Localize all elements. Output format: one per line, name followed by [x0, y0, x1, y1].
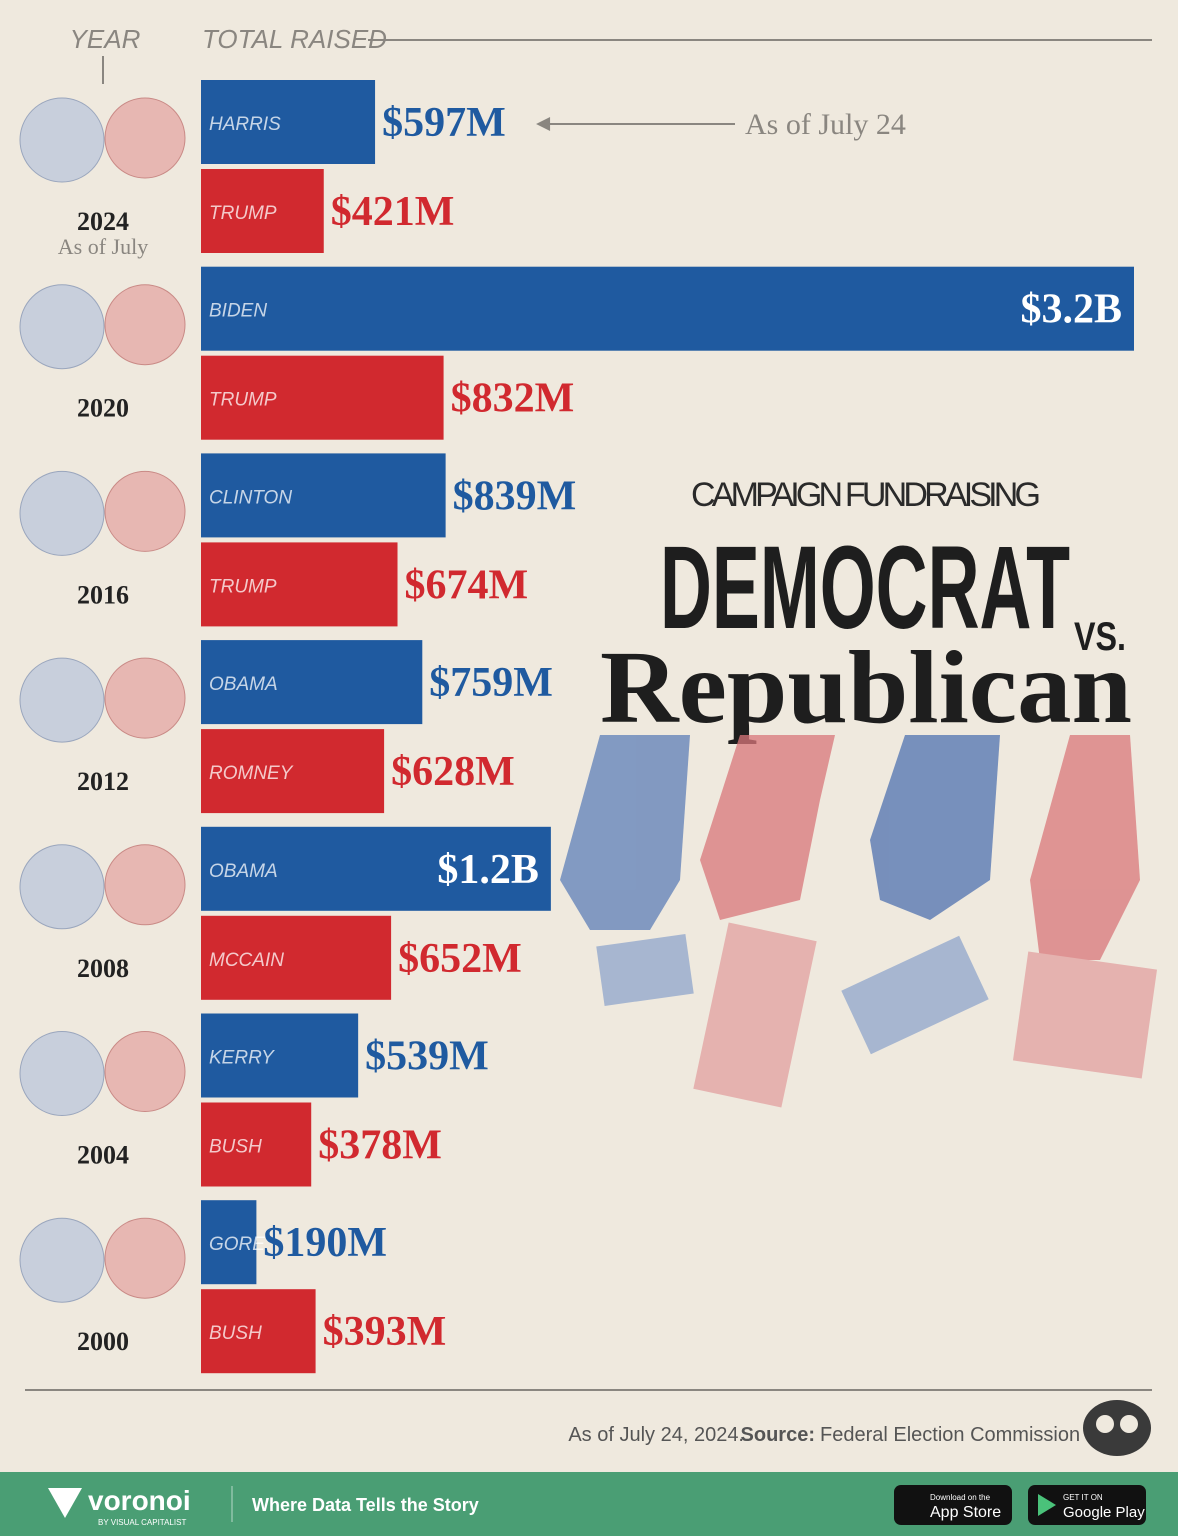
year-label: 2012 — [77, 767, 129, 796]
candidate-label: BUSH — [209, 1323, 262, 1344]
year-label: 2024 — [77, 207, 129, 236]
year-label: 2020 — [77, 394, 129, 423]
bar — [201, 542, 398, 627]
portrait — [19, 1031, 105, 1116]
portrait — [104, 97, 186, 179]
candidate-label: TRUMP — [209, 390, 277, 411]
candidate-label: OBAMA — [209, 674, 278, 695]
kicker: CAMPAIGN FUNDRAISING — [691, 476, 1041, 514]
portrait — [19, 1217, 105, 1303]
bar — [201, 355, 444, 440]
value-label: $539M — [365, 1034, 489, 1080]
source: Federal Election Commission — [820, 1424, 1080, 1446]
year-label: 2016 — [77, 580, 129, 609]
portrait — [104, 1217, 186, 1299]
value-label: $839M — [453, 473, 577, 519]
app-store-small: Download on the — [930, 1493, 991, 1502]
value-label: $393M — [323, 1309, 447, 1355]
portrait — [104, 844, 186, 926]
value-label: $378M — [318, 1123, 442, 1169]
bar — [201, 915, 392, 1000]
candidate-label: BUSH — [209, 1137, 262, 1158]
title-bottom: Republican — [600, 630, 1132, 745]
google-play-badge[interactable] — [1028, 1485, 1146, 1525]
source-label: Source: — [741, 1424, 815, 1446]
portrait — [19, 844, 105, 930]
candidate-label: TRUMP — [209, 203, 277, 224]
hands-illustration — [560, 735, 1158, 1108]
value-label: $190M — [263, 1220, 387, 1266]
candidate-label: OBAMA — [209, 861, 278, 882]
portrait — [104, 657, 186, 739]
brand-tagline: Where Data Tells the Story — [252, 1495, 479, 1515]
portrait — [19, 97, 105, 183]
year-note: As of July — [58, 234, 148, 259]
brand-byline: BY VISUAL CAPITALIST — [98, 1518, 186, 1527]
value-label: $652M — [398, 936, 522, 982]
title-vs: VS. — [1074, 615, 1126, 659]
bar — [201, 1200, 257, 1285]
candidate-label: HARRIS — [209, 114, 281, 135]
bar — [201, 826, 551, 911]
annotation-arrowhead — [536, 117, 551, 131]
value-label: $1.2B — [437, 847, 539, 893]
google-play-icon — [1038, 1494, 1056, 1516]
candidate-label: KERRY — [209, 1048, 275, 1069]
candidate-label: GORE — [209, 1234, 265, 1255]
candidate-label: TRUMP — [209, 576, 277, 597]
app-store-badge[interactable] — [894, 1485, 1012, 1525]
value-label: $421M — [331, 189, 455, 235]
logo-mark — [1083, 1400, 1151, 1456]
portrait — [104, 284, 186, 366]
value-label: $628M — [391, 749, 515, 795]
portrait — [104, 1031, 186, 1112]
bar — [201, 1102, 312, 1187]
portrait — [19, 657, 105, 743]
candidate-label: MCCAIN — [209, 950, 284, 971]
google-play: Google Play — [1063, 1504, 1145, 1521]
bar — [201, 640, 423, 725]
brand-icon — [48, 1488, 82, 1518]
google-small: GET IT ON — [1063, 1493, 1103, 1502]
portrait — [19, 470, 105, 556]
bar — [201, 729, 385, 814]
bar — [201, 80, 376, 164]
bar — [201, 453, 446, 538]
year-label: 2000 — [77, 1327, 129, 1356]
value-label: $674M — [405, 562, 529, 608]
value-label: $759M — [429, 660, 553, 706]
portrait — [19, 284, 105, 370]
candidate-label: ROMNEY — [209, 763, 294, 784]
footer-note: As of July 24, 2024. — [568, 1424, 744, 1446]
year-label: 2008 — [77, 954, 129, 983]
value-label: $597M — [382, 100, 506, 146]
app-store: App Store — [930, 1504, 1001, 1521]
year-label: 2004 — [77, 1141, 129, 1170]
candidate-label: CLINTON — [209, 487, 292, 508]
brand-name: voronoi — [88, 1485, 191, 1516]
value-label: $832M — [451, 376, 575, 422]
bar — [201, 1289, 316, 1374]
portrait — [104, 470, 186, 552]
title-top: DEMOCRAT — [660, 522, 1070, 654]
value-label: $3.2B — [1020, 287, 1122, 333]
candidate-label: BIDEN — [209, 301, 267, 322]
bar — [201, 169, 324, 253]
annotation: As of July 24 — [745, 108, 906, 141]
year-header: YEAR — [70, 24, 141, 54]
bar — [201, 266, 1134, 351]
value-header: TOTAL RAISED — [202, 24, 387, 54]
bar — [201, 1013, 359, 1098]
